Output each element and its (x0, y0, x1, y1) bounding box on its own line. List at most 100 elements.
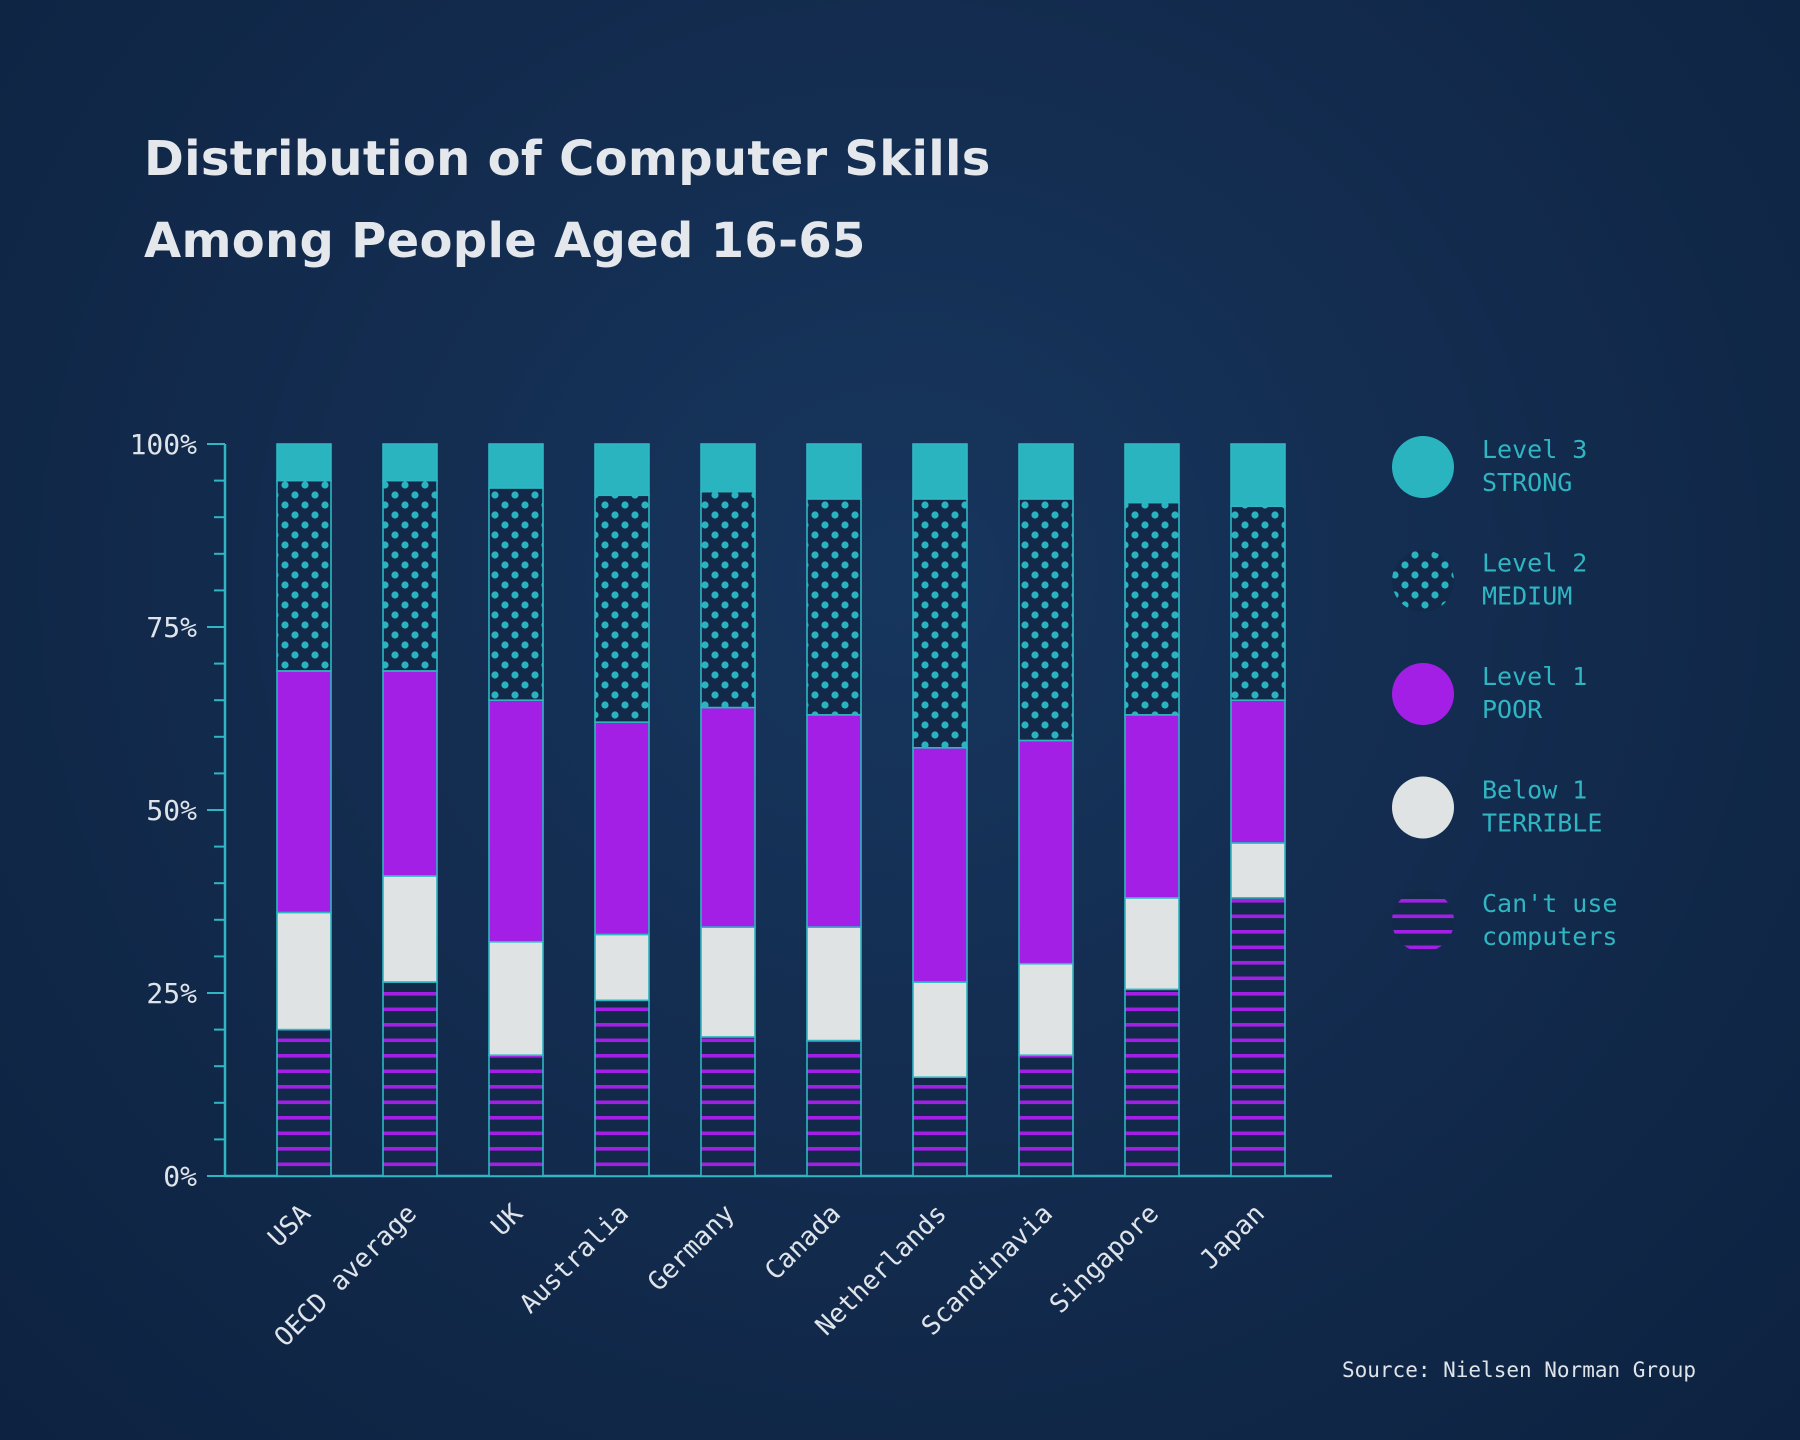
x-tick-label: Canada (759, 1199, 847, 1287)
bar-segment-level-3 (488, 443, 544, 489)
bar-segment-level-2 (912, 498, 968, 749)
bar-segment-level-1 (488, 699, 544, 943)
legend: Level 3 STRONG Level 2 MEDIUM Level 1 POOR Bel… (1392, 435, 1617, 952)
bar-segment-cant-use (700, 1036, 756, 1177)
x-tick-label: Germany (642, 1199, 741, 1298)
bar-segment-level-2 (700, 490, 756, 709)
bar-stack (912, 443, 968, 1177)
bar-segment-cant-use (276, 1028, 332, 1177)
bars (276, 443, 1286, 1177)
bar-segment-level-3 (594, 443, 650, 497)
bar-segment-below-1 (912, 981, 968, 1078)
legend-label-line-2: computers (1482, 922, 1617, 951)
bar-segment-below-1 (1230, 842, 1286, 899)
x-tick-label: Singapore (1044, 1199, 1165, 1320)
x-tick-label: Australia (514, 1199, 635, 1320)
bar-segment-cant-use (594, 999, 650, 1177)
x-tick-label: UK (486, 1198, 530, 1242)
bar-segment-level-2 (1230, 505, 1286, 701)
bar-segment-level-3 (912, 443, 968, 500)
bar-segment-level-2 (382, 479, 438, 672)
bar-segment-cant-use (488, 1054, 544, 1177)
legend-label-line-1: Level 1 (1482, 662, 1587, 691)
bar-segment-below-1 (806, 926, 862, 1042)
bar-segment-level-2 (276, 479, 332, 672)
bar-stack (806, 443, 862, 1177)
legend-label-line-1: Level 3 (1482, 435, 1587, 464)
bar-segment-level-1 (276, 670, 332, 914)
legend-label-line-1: Can't use (1482, 889, 1617, 918)
bar-segment-level-3 (1124, 443, 1180, 504)
y-tick-label: 50% (146, 794, 197, 827)
bar-stack (700, 443, 756, 1177)
legend-label-line-2: TERRIBLE (1482, 809, 1602, 838)
source-note: Source: Nielsen Norman Group (1341, 1358, 1696, 1382)
bar-stack (1230, 443, 1286, 1177)
bar-segment-level-2 (1124, 501, 1180, 716)
bar-segment-level-1 (382, 670, 438, 877)
y-tick-label: 25% (146, 977, 197, 1010)
legend-label-line-2: STRONG (1482, 468, 1572, 497)
bar-segment-level-2 (488, 487, 544, 702)
legend-label-line-2: POOR (1482, 695, 1543, 724)
bar-segment-below-1 (1018, 962, 1074, 1057)
chart-title-line-2: Among People Aged 16-65 (144, 213, 866, 269)
legend-item: Level 2 MEDIUM (1392, 549, 1587, 612)
bar-segment-level-2 (806, 498, 862, 716)
bar-segment-cant-use (1124, 988, 1180, 1177)
bar-segment-level-3 (1230, 443, 1286, 508)
bar-segment-cant-use (1230, 897, 1286, 1177)
bar-segment-cant-use (912, 1076, 968, 1177)
bar-segment-cant-use (806, 1039, 862, 1177)
bar-segment-cant-use (1018, 1054, 1074, 1177)
bar-stack (276, 443, 332, 1177)
legend-swatch (1392, 550, 1454, 612)
bar-segment-level-1 (1230, 699, 1286, 844)
legend-item: Can't use computers (1392, 889, 1617, 952)
bar-segment-level-3 (700, 443, 756, 493)
legend-item: Level 3 STRONG (1392, 435, 1587, 498)
y-tick-label: 100% (130, 428, 198, 461)
bar-segment-below-1 (1124, 897, 1180, 991)
bar-segment-level-3 (382, 443, 438, 482)
chart-title-line-1: Distribution of Computer Skills (144, 131, 991, 187)
bar-stack (382, 443, 438, 1177)
legend-item: Level 1 POOR (1392, 662, 1587, 725)
legend-label-line-2: MEDIUM (1482, 582, 1572, 611)
bar-segment-level-3 (806, 443, 862, 500)
legend-label-line-1: Below 1 (1482, 776, 1587, 805)
bar-segment-level-1 (806, 714, 862, 928)
legend-swatch (1392, 776, 1454, 839)
y-tick-label: 0% (163, 1160, 197, 1193)
bar-segment-cant-use (382, 981, 438, 1177)
bar-segment-level-1 (1018, 739, 1074, 965)
bar-segment-level-2 (594, 494, 650, 723)
bar-segment-level-1 (912, 746, 968, 983)
bar-segment-level-1 (700, 706, 756, 928)
bar-stack (1124, 443, 1180, 1177)
legend-label-line-1: Level 2 (1482, 549, 1587, 578)
bar-segment-below-1 (488, 940, 544, 1057)
bar-segment-level-3 (1018, 443, 1074, 500)
chart-title: Distribution of Computer Skills Among Pe… (144, 118, 991, 282)
legend-item: Below 1 TERRIBLE (1392, 776, 1602, 839)
bar-segment-level-3 (276, 443, 332, 482)
bar-segment-level-2 (1018, 498, 1074, 742)
legend-swatch (1392, 663, 1454, 725)
y-tick-label: 75% (146, 611, 197, 644)
bar-stack (594, 443, 650, 1177)
bar-stack (488, 443, 544, 1177)
legend-swatch (1392, 436, 1454, 498)
bar-segment-below-1 (700, 926, 756, 1038)
legend-swatch (1392, 890, 1454, 952)
x-tick-label: Japan (1194, 1199, 1271, 1276)
bar-segment-below-1 (382, 875, 438, 983)
x-tick-label: USA (263, 1198, 318, 1253)
bar-segment-below-1 (276, 911, 332, 1031)
y-axis: 0% 25% 50% 75% 100% (130, 428, 1332, 1193)
bar-stack (1018, 443, 1074, 1177)
bar-segment-level-1 (1124, 714, 1180, 899)
